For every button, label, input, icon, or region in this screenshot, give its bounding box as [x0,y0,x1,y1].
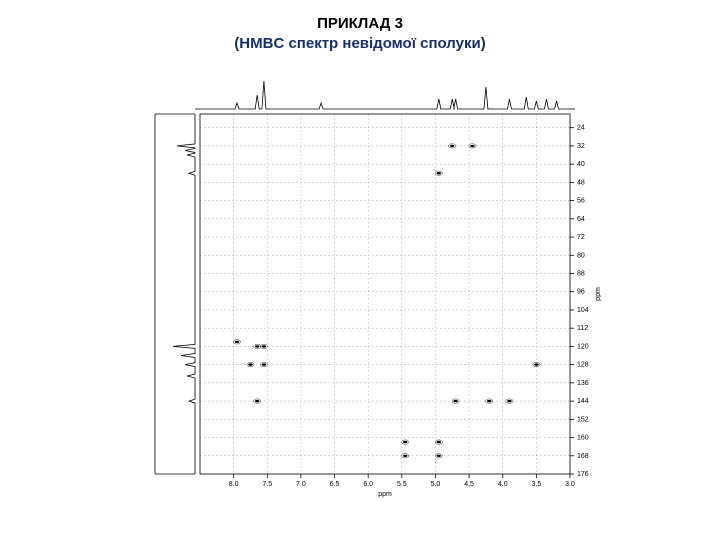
svg-text:152: 152 [577,416,589,423]
svg-text:64: 64 [577,216,585,223]
svg-text:144: 144 [577,398,589,405]
svg-text:24: 24 [577,125,585,132]
svg-text:5.0: 5.0 [431,481,441,488]
svg-text:5.5: 5.5 [397,481,407,488]
svg-text:168: 168 [577,453,589,460]
svg-text:7.0: 7.0 [296,481,306,488]
svg-text:40: 40 [577,161,585,168]
svg-text:ppm: ppm [595,287,602,301]
svg-text:128: 128 [577,362,589,369]
svg-text:7.5: 7.5 [262,481,272,488]
svg-text:80: 80 [577,252,585,259]
svg-text:4.5: 4.5 [464,481,474,488]
svg-text:96: 96 [577,289,585,296]
title-line-1: ПРИКЛАД 3 [317,15,403,32]
svg-text:3.5: 3.5 [531,481,541,488]
svg-text:136: 136 [577,380,589,387]
svg-text:176: 176 [577,471,589,478]
svg-text:104: 104 [577,307,589,314]
svg-text:120: 120 [577,343,589,350]
svg-text:88: 88 [577,270,585,277]
svg-text:6.0: 6.0 [363,481,373,488]
svg-text:56: 56 [577,198,585,205]
title-line-2: (HMBC спектр невідомої сполуки) [234,35,485,52]
svg-text:48: 48 [577,179,585,186]
svg-text:3.0: 3.0 [565,481,575,488]
svg-text:6.5: 6.5 [330,481,340,488]
svg-text:4.0: 4.0 [498,481,508,488]
hmbc-figure: 8.0 7.5 7.0 6.5 6.0 5.5 5.0 4.5 4.0 3.5 3.0 ppm 24 32… [100,59,620,509]
svg-text:ppm: ppm [378,491,392,498]
svg-text:160: 160 [577,435,589,442]
svg-text:8.0: 8.0 [229,481,239,488]
svg-text:112: 112 [577,325,588,332]
svg-text:32: 32 [577,143,585,150]
svg-text:72: 72 [577,234,585,241]
slide-title: ПРИКЛАД 3 (HMBC спектр невідомої сполуки… [0,0,720,53]
